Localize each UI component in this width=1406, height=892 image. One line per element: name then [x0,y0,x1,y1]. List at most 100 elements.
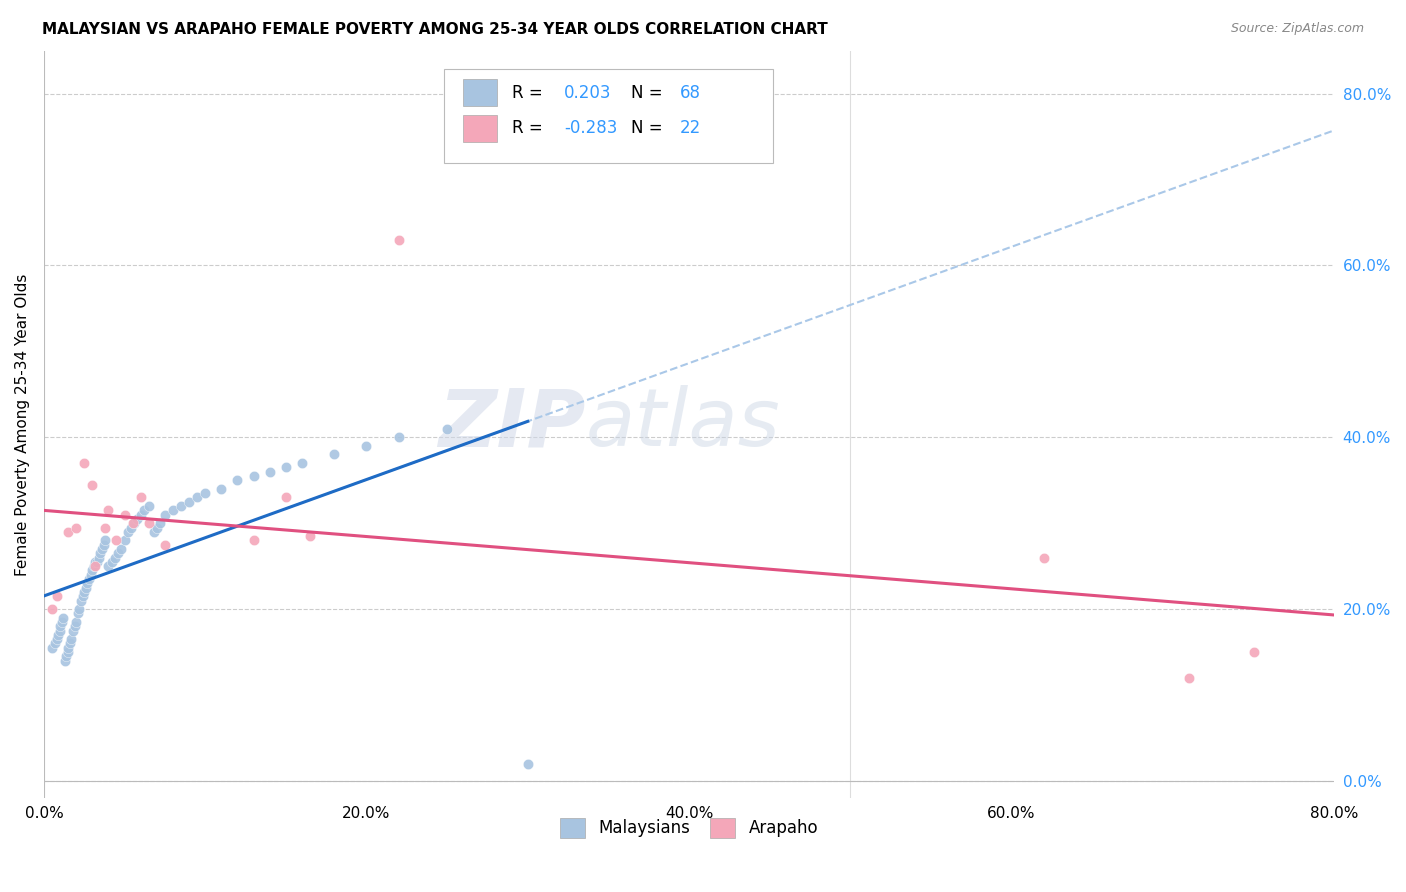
Point [291,456,314,470]
Point [110,541,132,556]
Point [209,482,232,496]
Point [94,533,117,548]
Point [153,538,176,552]
Text: 22: 22 [681,120,702,137]
Point [194,486,217,500]
Point [162,503,184,517]
Point [242,533,264,548]
Point [93,538,115,552]
Point [323,448,346,462]
Point [129,491,152,505]
Point [107,546,129,560]
Point [59,636,82,650]
Point [1243,645,1265,659]
Point [65,615,87,629]
Text: 0.203: 0.203 [564,84,612,102]
Point [53,654,76,668]
Point [127,512,149,526]
Point [97,559,120,574]
Point [149,516,172,531]
Point [49,619,72,633]
Point [66,607,89,621]
Point [356,439,378,453]
Point [142,524,165,539]
Legend: Malaysians, Arapaho: Malaysians, Arapaho [551,810,827,846]
Point [114,533,136,548]
Point [55,649,77,664]
Text: Source: ZipAtlas.com: Source: ZipAtlas.com [1230,22,1364,36]
Point [44,636,66,650]
Point [274,491,297,505]
Point [388,430,411,444]
Point [41,602,63,616]
Point [62,624,84,638]
Point [100,555,122,569]
Point [75,581,97,595]
Point [120,520,142,534]
Point [226,473,249,487]
Point [129,508,152,522]
FancyBboxPatch shape [444,70,773,163]
Point [65,520,87,534]
Point [56,645,79,659]
Point [77,572,100,586]
Point [73,456,96,470]
Point [87,550,110,565]
Point [138,499,160,513]
Point [63,619,86,633]
Point [82,564,104,578]
Point [105,533,128,548]
Point [48,628,70,642]
Point [1032,550,1054,565]
Text: R =: R = [512,120,548,137]
Text: N =: N = [631,120,668,137]
Point [516,756,538,771]
Point [84,555,107,569]
Point [76,576,98,591]
Point [436,422,458,436]
Point [117,524,139,539]
Point [91,541,114,556]
FancyBboxPatch shape [463,79,496,106]
Text: R =: R = [512,84,548,102]
Point [45,632,67,647]
Point [67,602,90,616]
Point [51,615,73,629]
Point [60,632,83,647]
Point [97,503,120,517]
Point [121,516,143,531]
Point [177,494,200,508]
Point [274,460,297,475]
Y-axis label: Female Poverty Among 25-34 Year Olds: Female Poverty Among 25-34 Year Olds [15,273,30,575]
Point [94,520,117,534]
Point [114,508,136,522]
Text: ZIP: ZIP [439,385,586,464]
Point [146,520,169,534]
Point [1178,671,1201,685]
Point [84,559,107,574]
Point [89,546,111,560]
Point [104,550,127,565]
Point [56,524,79,539]
Point [41,640,63,655]
Point [132,503,155,517]
Point [49,624,72,638]
Point [72,589,94,603]
Text: -0.283: -0.283 [564,120,617,137]
Point [259,465,281,479]
Text: 68: 68 [681,84,702,102]
Point [70,593,93,607]
Point [186,491,208,505]
Point [388,233,411,247]
Text: MALAYSIAN VS ARAPAHO FEMALE POVERTY AMONG 25-34 YEAR OLDS CORRELATION CHART: MALAYSIAN VS ARAPAHO FEMALE POVERTY AMON… [42,22,828,37]
Point [52,611,75,625]
Point [45,589,67,603]
Text: atlas: atlas [586,385,780,464]
Point [170,499,193,513]
Point [73,585,96,599]
Point [153,508,176,522]
Point [56,640,79,655]
Point [79,567,101,582]
FancyBboxPatch shape [463,115,496,142]
Point [86,555,108,569]
